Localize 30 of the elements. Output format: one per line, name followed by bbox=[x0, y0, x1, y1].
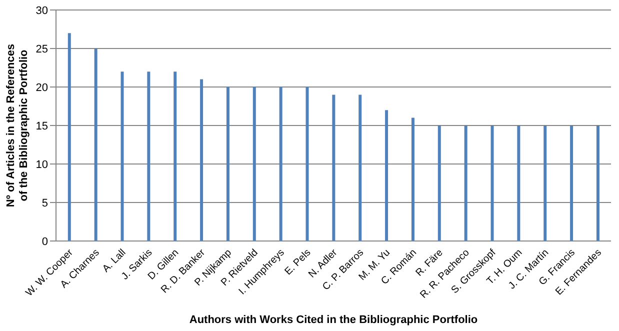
bar bbox=[596, 126, 600, 241]
bar bbox=[570, 126, 574, 241]
bar bbox=[94, 48, 98, 241]
y-tick-label: 0 bbox=[42, 236, 48, 248]
bar bbox=[544, 126, 547, 241]
y-tick-label: 15 bbox=[36, 120, 48, 132]
bar bbox=[279, 87, 282, 241]
bar bbox=[120, 72, 124, 241]
y-tick-label: 30 bbox=[36, 4, 48, 17]
bar bbox=[464, 126, 468, 241]
x-axis-title: Authors with Works Cited in the Bibliographic Portfolio bbox=[189, 314, 478, 326]
bar bbox=[411, 118, 414, 241]
bar bbox=[147, 72, 150, 241]
y-tick-label: 20 bbox=[36, 82, 48, 94]
bar bbox=[385, 110, 388, 241]
y-axis-title: Nº of Articles in the References of the Bibliographic Portfolio bbox=[5, 44, 30, 208]
bar bbox=[517, 126, 520, 241]
bar bbox=[306, 87, 309, 241]
bar bbox=[226, 87, 230, 241]
bar bbox=[174, 72, 177, 241]
bar bbox=[332, 94, 336, 241]
bar bbox=[252, 87, 256, 241]
y-tick-label: 10 bbox=[36, 158, 48, 171]
y-tick-label: 5 bbox=[42, 197, 48, 210]
bar bbox=[68, 33, 71, 241]
bar bbox=[200, 79, 204, 241]
bar bbox=[490, 126, 494, 241]
bar bbox=[358, 94, 362, 241]
bar bbox=[438, 126, 441, 241]
y-tick-label: 25 bbox=[36, 43, 48, 56]
